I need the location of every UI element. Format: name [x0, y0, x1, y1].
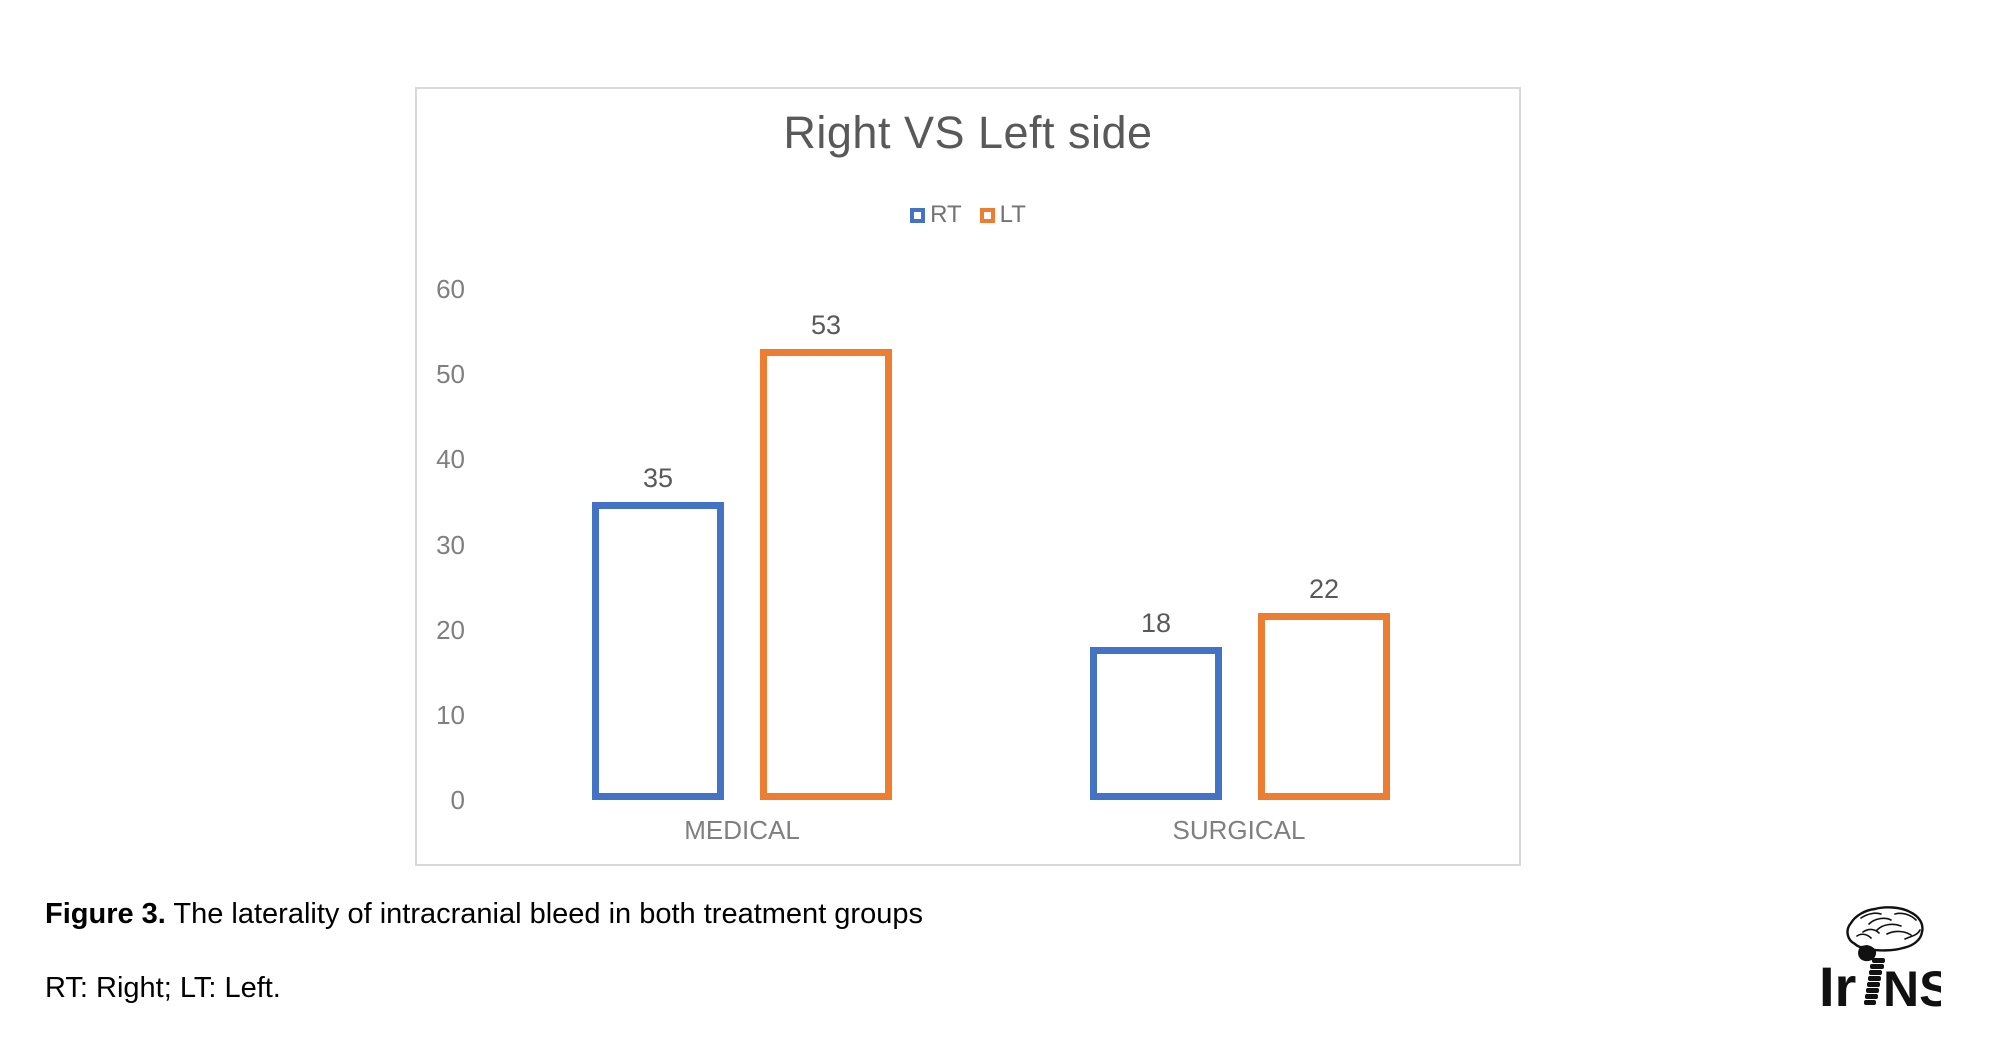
- lt-legend-swatch-icon: [979, 207, 995, 223]
- category-label-medical: MEDICAL: [684, 815, 800, 845]
- legend-item-rt: RT: [910, 201, 962, 229]
- bar-value-label: 18: [1140, 607, 1172, 638]
- bar-rect-surgical-rt: [1090, 646, 1222, 800]
- category-label-surgical: SURGICAL: [1172, 815, 1306, 845]
- bar-value-label: 22: [1308, 573, 1340, 604]
- bar-rect-surgical-lt: [1258, 612, 1390, 800]
- bar-surgical-rt: 18: [1090, 289, 1222, 800]
- journal-logo: Ir NS: [1819, 906, 1941, 1018]
- legend-label-lt: LT: [999, 201, 1026, 228]
- abbreviations-note: RT: Right; LT: Left.: [45, 972, 281, 1004]
- bar-surgical-lt: 22: [1258, 289, 1390, 800]
- figure-caption-text: The laterality of intracranial bleed in …: [165, 898, 923, 930]
- y-tick-40: 40: [436, 444, 465, 475]
- y-tick-0: 0: [450, 785, 465, 815]
- logo-text-left: Ir: [1819, 955, 1856, 1018]
- brain-icon: [1846, 906, 1924, 962]
- y-tick-20: 20: [436, 614, 465, 645]
- figure-number-label: Figure 3.: [45, 898, 166, 930]
- chart-container: Right VS Left side RT LT 0 10 20 30 40 5…: [415, 87, 1521, 866]
- legend-item-lt: LT: [979, 201, 1026, 229]
- bar-medical-rt: 35: [592, 289, 724, 800]
- y-tick-10: 10: [436, 699, 465, 730]
- y-tick-60: 60: [436, 274, 465, 304]
- bar-medical-lt: 53: [760, 289, 892, 800]
- bar-rect-medical-lt: [760, 348, 892, 800]
- spine-icon: [1864, 958, 1885, 1005]
- chart-legend: RT LT: [417, 201, 1519, 229]
- legend-label-rt: RT: [930, 201, 962, 228]
- bar-rect-medical-rt: [592, 501, 724, 800]
- y-tick-30: 30: [436, 529, 465, 560]
- bar-value-label: 35: [642, 462, 674, 493]
- logo-text-right: NS: [1883, 961, 1941, 1017]
- bar-value-label: 53: [810, 309, 842, 340]
- rt-legend-swatch-icon: [910, 207, 926, 223]
- chart-title: Right VS Left side: [783, 107, 1153, 158]
- figure-caption: Figure 3. The laterality of intracranial…: [45, 898, 923, 931]
- y-axis-tick-labels: 0 10 20 30 40 50 60: [417, 276, 467, 813]
- plot-area: 35 53 18 22: [417, 289, 1519, 800]
- y-tick-50: 50: [436, 359, 465, 390]
